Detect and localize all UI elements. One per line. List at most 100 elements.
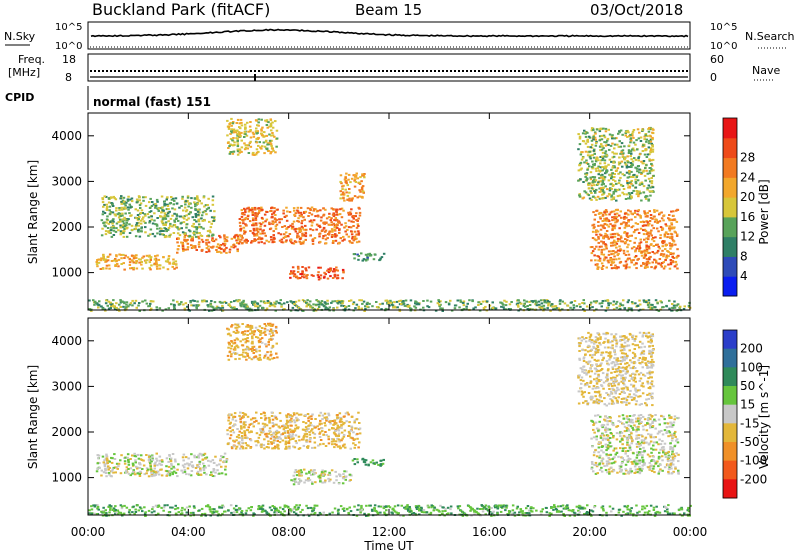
- power-cell: [158, 307, 162, 310]
- velocity-cell: [265, 345, 268, 348]
- power-cell: [340, 216, 344, 219]
- power-cell: [599, 145, 602, 148]
- power-cell: [639, 238, 642, 241]
- power-cell: [364, 307, 367, 310]
- power-cell: [201, 240, 205, 243]
- power-cell: [194, 208, 197, 211]
- velocity-cell: [227, 332, 231, 335]
- power-cell: [350, 233, 354, 236]
- power-cell: [158, 230, 162, 233]
- power-cell: [642, 169, 645, 172]
- power-cell: [251, 217, 255, 220]
- velocity-cell: [292, 474, 295, 477]
- power-cell: [209, 231, 212, 234]
- velocity-cell: [668, 414, 671, 417]
- power-cell: [268, 143, 271, 146]
- power-cell: [158, 227, 162, 230]
- power-cell: [309, 207, 312, 210]
- power-cell: [222, 242, 225, 245]
- power-cell: [591, 306, 594, 309]
- power-cell: [325, 222, 328, 225]
- power-cell: [612, 303, 615, 306]
- power-cell: [125, 224, 128, 227]
- power-cell: [595, 140, 598, 143]
- power-cell: [158, 267, 162, 270]
- power-cell: [131, 304, 134, 307]
- velocity-cell: [653, 460, 657, 463]
- power-cell: [646, 221, 649, 224]
- power-cell: [630, 226, 633, 229]
- power-cell: [245, 238, 248, 241]
- power-cell: [259, 232, 262, 235]
- power-cell: [668, 229, 672, 232]
- power-cell: [618, 156, 621, 159]
- power-cell: [299, 237, 302, 240]
- velocity-cell: [226, 429, 229, 432]
- power-cell: [191, 245, 195, 248]
- power-cell: [645, 164, 648, 167]
- velocity-cell: [284, 440, 288, 443]
- power-cell: [272, 230, 275, 233]
- power-cell: [644, 149, 647, 152]
- velocity-cell: [148, 455, 151, 458]
- velocity-cell: [347, 430, 351, 433]
- power-cell: [631, 148, 634, 151]
- velocity-cell: [308, 440, 312, 443]
- power-cell: [613, 166, 616, 169]
- power-cell: [610, 267, 614, 270]
- power-cell: [248, 125, 252, 128]
- velocity-cell: [186, 462, 189, 465]
- velocity-cell: [172, 465, 175, 468]
- velocity-cell: [255, 420, 258, 422]
- power-cell: [318, 226, 322, 229]
- power-cell: [259, 300, 263, 303]
- velocity-cell: [233, 415, 237, 418]
- power-cell: [109, 221, 112, 223]
- power-cell: [309, 234, 312, 237]
- power-cell: [577, 179, 580, 182]
- power-cell: [309, 228, 312, 231]
- power-cell: [273, 305, 277, 308]
- power-cell: [130, 259, 134, 262]
- power-cell: [624, 260, 628, 263]
- power-cell: [194, 246, 197, 249]
- power-cell: [586, 167, 590, 170]
- power-cell: [642, 170, 645, 173]
- velocity-cell: [249, 423, 253, 426]
- power-cell: [239, 235, 243, 238]
- velocity-cell: [270, 441, 273, 444]
- power-cell: [618, 238, 622, 241]
- power-cell: [185, 240, 188, 243]
- power-cell: [150, 215, 153, 218]
- velocity-cell: [231, 418, 234, 421]
- power-cell: [227, 147, 230, 149]
- power-cell: [335, 210, 338, 213]
- velocity-cell: [598, 468, 602, 471]
- velocity-cell: [328, 474, 332, 476]
- velocity-cell: [282, 428, 286, 431]
- velocity-cell: [259, 429, 263, 432]
- power-cell: [600, 240, 603, 243]
- power-cell: [222, 250, 226, 253]
- power-cell: [538, 306, 541, 309]
- power-cell: [555, 307, 559, 310]
- power-cell: [592, 138, 595, 141]
- cpid-label: CPID: [5, 91, 34, 104]
- power-cell: [119, 197, 122, 200]
- velocity-cell: [241, 441, 244, 444]
- power-cell: [345, 172, 348, 175]
- power-cell: [221, 304, 224, 307]
- power-cell: [323, 271, 326, 274]
- velocity-cell: [308, 431, 311, 434]
- velocity-cell: [215, 464, 219, 467]
- power-cell: [478, 309, 482, 312]
- velocity-cell: [167, 460, 170, 463]
- velocity-cell: [173, 458, 177, 461]
- velocity-cell: [615, 438, 619, 441]
- power-cell: [590, 146, 594, 149]
- velocity-cell: [263, 418, 267, 421]
- power-cell: [569, 306, 572, 309]
- power-cell: [597, 259, 600, 262]
- velocity-cell: [187, 457, 190, 460]
- power-cell: [611, 134, 614, 137]
